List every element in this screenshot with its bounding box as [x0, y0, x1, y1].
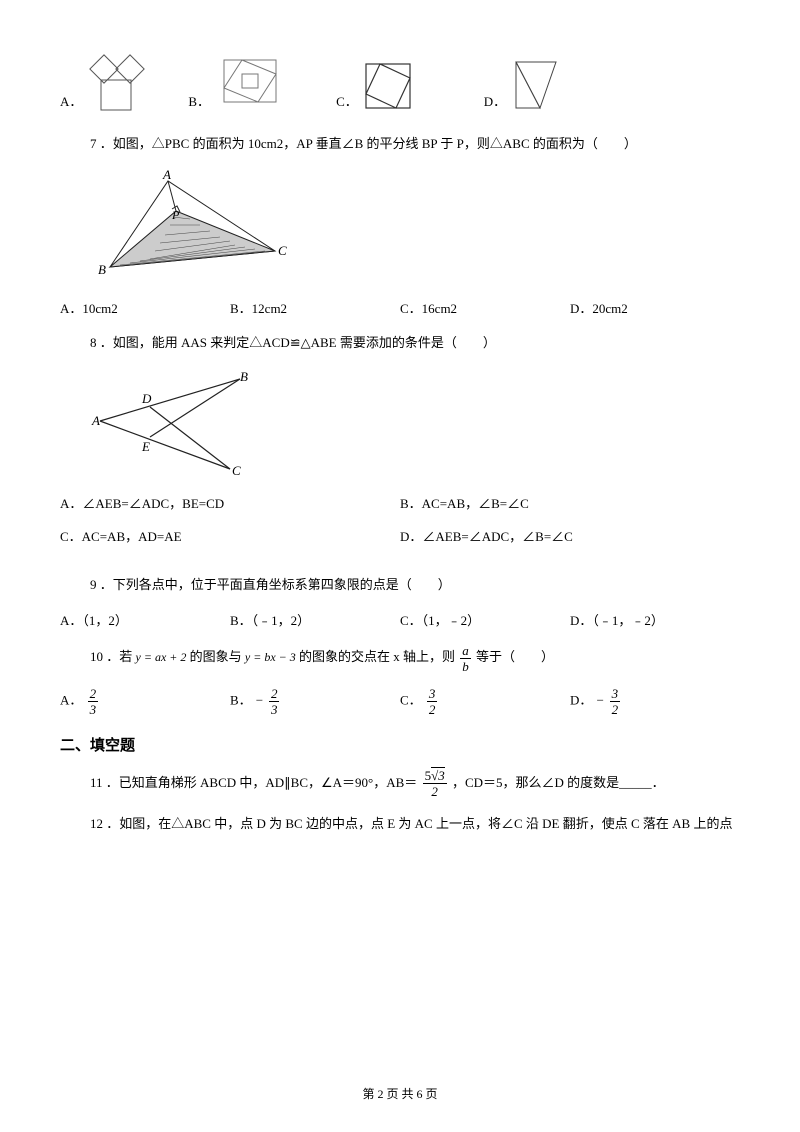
- svg-text:A: A: [91, 413, 100, 428]
- q10-prefix: 10 ．若: [90, 649, 132, 664]
- q6-option-a: A．: [60, 50, 148, 112]
- q10-choice-c: C． 3 2: [400, 687, 570, 716]
- q6-figure-b: [214, 50, 286, 112]
- q6-option-d: D．: [484, 56, 562, 112]
- q11-frac: 5√3 2: [423, 769, 447, 798]
- q10-suffix: 等于（ ）: [476, 649, 554, 664]
- option-label: A．: [60, 692, 82, 707]
- frac: 3 2: [610, 687, 621, 716]
- q10-choices: A． 2 3 B． − 2 3 C． 3 2 D． − 3 2: [60, 687, 740, 716]
- frac-num: a: [460, 644, 471, 658]
- q10-choice-d: D． − 3 2: [570, 687, 740, 716]
- q9-choice-a: A．（1，2）: [60, 610, 230, 629]
- q8-figure-block: A B C D E: [90, 369, 740, 483]
- q7-choice-c: C．16cm2: [400, 298, 570, 317]
- q10-choice-a: A． 2 3: [60, 687, 230, 716]
- q10-choice-b: B． − 2 3: [230, 687, 400, 716]
- q9-choices: A．（1，2） B．（﹣1，2） C．（1，﹣2） D．（﹣1，﹣2）: [60, 610, 740, 629]
- frac-den: 3: [88, 701, 99, 716]
- q7-text: 7 ．如图，△PBC 的面积为 10cm2，AP 垂直∠B 的平分线 BP 于 …: [90, 132, 740, 155]
- frac-num: 3: [427, 687, 438, 701]
- q7-choices: A．10cm2 B．12cm2 C．16cm2 D．20cm2: [60, 298, 740, 317]
- q8-choices: A．∠AEB=∠ADC，BE=CD B．AC=AB，∠B=∠C C．AC=AB，…: [60, 493, 740, 559]
- frac: 2 3: [269, 687, 280, 716]
- q9-choice-b: B．（﹣1，2）: [230, 610, 400, 629]
- q10-mid2: 的图象的交点在 x 轴上，则: [299, 649, 455, 664]
- q7-choice-b: B．12cm2: [230, 298, 400, 317]
- frac: 3 2: [427, 687, 438, 716]
- option-label: D．: [484, 91, 506, 112]
- q11-suffix: ，CD＝5，那么∠D 的度数是_____．: [452, 775, 665, 790]
- q8-choice-b: B．AC=AB，∠B=∠C: [400, 493, 740, 512]
- q10-eq1: y = ax + 2: [136, 650, 187, 664]
- q7-figure-block: A P B C: [90, 169, 740, 288]
- option-label: D．: [570, 692, 592, 707]
- frac-num: 3: [610, 687, 621, 701]
- q9-choice-d: D．（﹣1，﹣2）: [570, 610, 740, 629]
- q7-choice-a: A．10cm2: [60, 298, 230, 317]
- q6-figure-c: [362, 60, 414, 112]
- svg-text:B: B: [240, 369, 248, 384]
- section-2-header: 二、填空题: [60, 734, 740, 755]
- q6-options: A． B． C． D．: [60, 50, 740, 112]
- frac-num: 2: [269, 687, 280, 701]
- frac-den: 2: [427, 701, 438, 716]
- frac-den: 2: [423, 783, 447, 798]
- q9-text: 9 ．下列各点中，位于平面直角坐标系第四象限的点是（ ）: [90, 573, 740, 596]
- frac-num: 5√3: [423, 769, 447, 783]
- svg-text:D: D: [141, 391, 152, 406]
- svg-text:E: E: [141, 439, 150, 454]
- frac-den: 2: [610, 701, 621, 716]
- svg-text:A: A: [162, 169, 171, 182]
- option-label: B．: [230, 692, 252, 707]
- q7-choice-d: D．20cm2: [570, 298, 740, 317]
- page-footer: 第 2 页 共 6 页: [0, 1085, 800, 1102]
- frac-num: 2: [88, 687, 99, 701]
- q8-choice-d: D．∠AEB=∠ADC，∠B=∠C: [400, 526, 740, 545]
- q8-figure: A B C D E: [90, 369, 260, 479]
- neg-sign: −: [596, 692, 605, 707]
- frac-den: 3: [269, 701, 280, 716]
- svg-text:C: C: [232, 463, 241, 478]
- q6-option-b: B．: [188, 50, 286, 112]
- q10-frac: a b: [460, 644, 471, 673]
- option-label: B．: [188, 91, 210, 112]
- q8-text: 8 ．如图，能用 AAS 来判定△ACD≌△ABE 需要添加的条件是（ ）: [90, 331, 740, 354]
- q8-choice-c: C．AC=AB，AD=AE: [60, 526, 400, 545]
- option-label: A．: [60, 91, 82, 112]
- frac: 2 3: [88, 687, 99, 716]
- q9-choice-c: C．（1，﹣2）: [400, 610, 570, 629]
- neg-sign: −: [255, 692, 264, 707]
- q10-text: 10 ．若 y = ax + 2 的图象与 y = bx − 3 的图象的交点在…: [90, 643, 740, 673]
- option-label: C．: [336, 91, 358, 112]
- q8-choice-a: A．∠AEB=∠ADC，BE=CD: [60, 493, 400, 512]
- frac-den: b: [460, 658, 471, 673]
- q6-figure-a: [86, 50, 148, 112]
- svg-text:B: B: [98, 262, 106, 277]
- q11-text: 11 ．已知直角梯形 ABCD 中，AD∥BC，∠A＝90°，AB＝ 5√3 2…: [90, 769, 740, 799]
- q6-figure-d: [510, 56, 562, 112]
- q12-text: 12 ．如图，在△ABC 中，点 D 为 BC 边的中点，点 E 为 AC 上一…: [90, 812, 740, 835]
- svg-text:P: P: [171, 208, 180, 222]
- q10-eq2: y = bx − 3: [245, 650, 296, 664]
- svg-text:C: C: [278, 243, 287, 258]
- q10-mid1: 的图象与: [190, 649, 242, 664]
- q11-prefix: 11 ．已知直角梯形 ABCD 中，AD∥BC，∠A＝90°，AB＝: [90, 775, 417, 790]
- option-label: C．: [400, 692, 422, 707]
- q7-figure: A P B C: [90, 169, 290, 284]
- q6-option-c: C．: [336, 60, 414, 112]
